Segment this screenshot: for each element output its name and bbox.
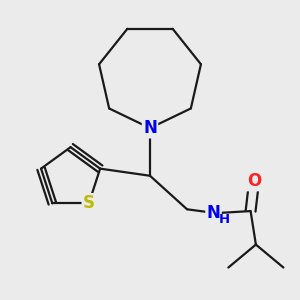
Text: H: H bbox=[219, 213, 230, 226]
Text: N: N bbox=[143, 119, 157, 137]
Text: O: O bbox=[247, 172, 261, 190]
Text: N: N bbox=[207, 204, 220, 222]
Text: S: S bbox=[83, 194, 95, 212]
